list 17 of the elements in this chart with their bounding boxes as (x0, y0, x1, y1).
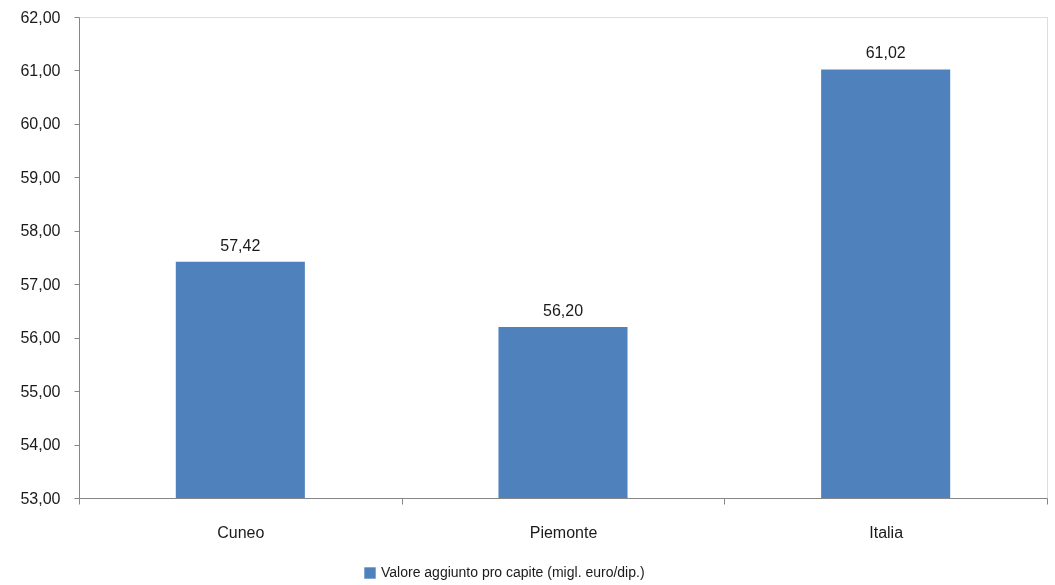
x-tick-label: Piemonte (529, 523, 598, 541)
legend-label: Valore aggiunto pro capite (migl. euro/dip.) (381, 564, 645, 580)
y-tick-label: 54,00 (20, 436, 61, 454)
y-tick-label: 53,00 (20, 489, 61, 507)
data-label: 56,20 (542, 301, 584, 319)
x-tick-label: Cuneo (217, 523, 265, 541)
data-label: 61,02 (865, 44, 906, 62)
y-tick-label: 61,00 (20, 61, 61, 79)
y-tick-label: 59,00 (20, 168, 61, 186)
x-tick-label: Italia (869, 523, 904, 541)
y-tick-label: 55,00 (20, 382, 61, 400)
y-tick-label: 57,00 (20, 275, 61, 293)
y-tick-label: 60,00 (20, 115, 61, 133)
y-tick-label: 58,00 (20, 222, 61, 240)
data-label: 57,42 (220, 236, 261, 254)
y-tick-label: 62,00 (20, 8, 61, 26)
y-tick-label: 56,00 (20, 329, 61, 347)
